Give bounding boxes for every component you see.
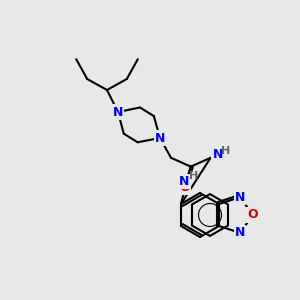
Text: N: N bbox=[179, 175, 190, 188]
Text: N: N bbox=[235, 226, 245, 239]
Text: H: H bbox=[221, 146, 230, 156]
Text: O: O bbox=[248, 208, 258, 221]
Text: N: N bbox=[113, 106, 123, 118]
Text: O: O bbox=[179, 181, 190, 194]
Text: H: H bbox=[189, 171, 198, 182]
Text: N: N bbox=[235, 191, 245, 204]
Text: N: N bbox=[212, 148, 223, 161]
Text: N: N bbox=[155, 131, 165, 145]
